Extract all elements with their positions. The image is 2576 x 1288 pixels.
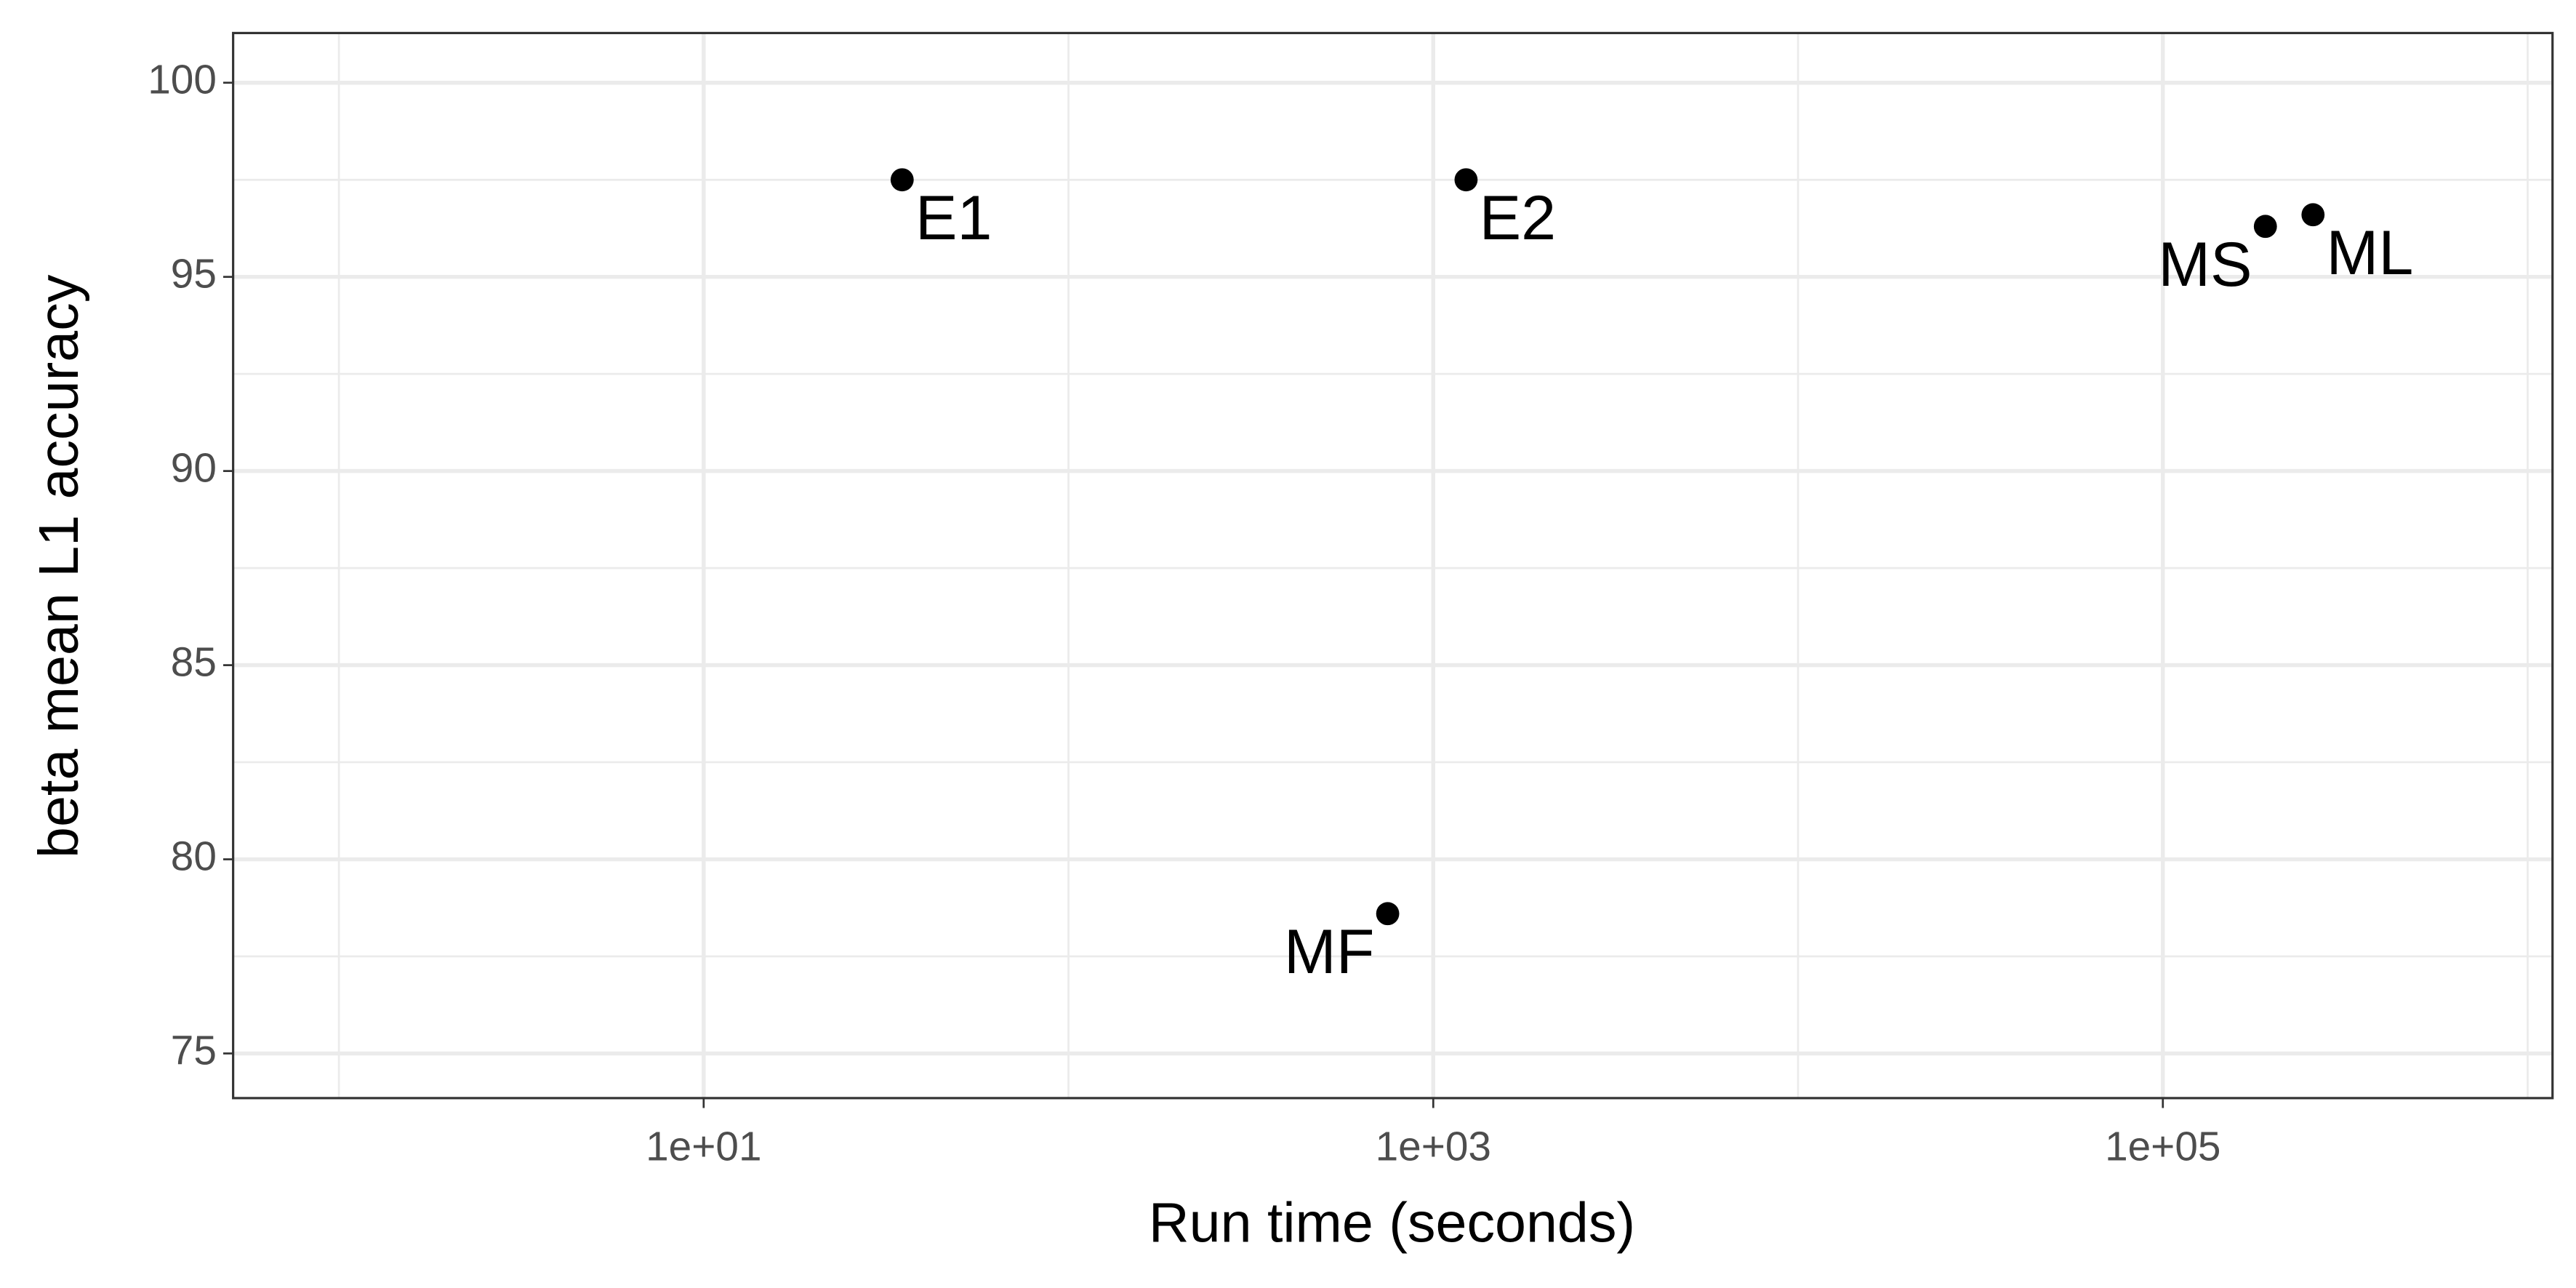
y-tick-label: 100 [148, 57, 217, 103]
plot-border [232, 31, 2554, 1100]
point [1454, 168, 1478, 192]
point [2253, 215, 2277, 239]
x-axis-title: Run time (seconds) [1149, 1191, 1635, 1254]
point-label: E2 [1480, 183, 1557, 253]
x-tick-label: 1e+01 [646, 1124, 761, 1169]
point [2301, 203, 2325, 227]
point-label: MS [2158, 230, 2252, 300]
y-tick-label: 95 [171, 252, 217, 297]
y-tick-label: 90 [171, 446, 217, 492]
point-label: E1 [915, 183, 992, 253]
point-label: MF [1284, 917, 1375, 987]
plot-area: 1e+01 1e+03 1e+05 75 80 85 90 95 100 E1 E2 MF MS ML [148, 31, 2554, 1169]
x-tick-label: 1e+03 [1376, 1124, 1491, 1169]
point-label: ML [2326, 218, 2413, 288]
y-tick-label: 80 [171, 834, 217, 880]
x-tick-label: 1e+05 [2105, 1124, 2220, 1169]
y-tick-label: 85 [171, 640, 217, 686]
point [890, 168, 914, 192]
point [1376, 902, 1400, 926]
y-tick-label: 75 [171, 1028, 217, 1073]
y-axis-title: beta mean L1 accuracy [28, 274, 90, 858]
